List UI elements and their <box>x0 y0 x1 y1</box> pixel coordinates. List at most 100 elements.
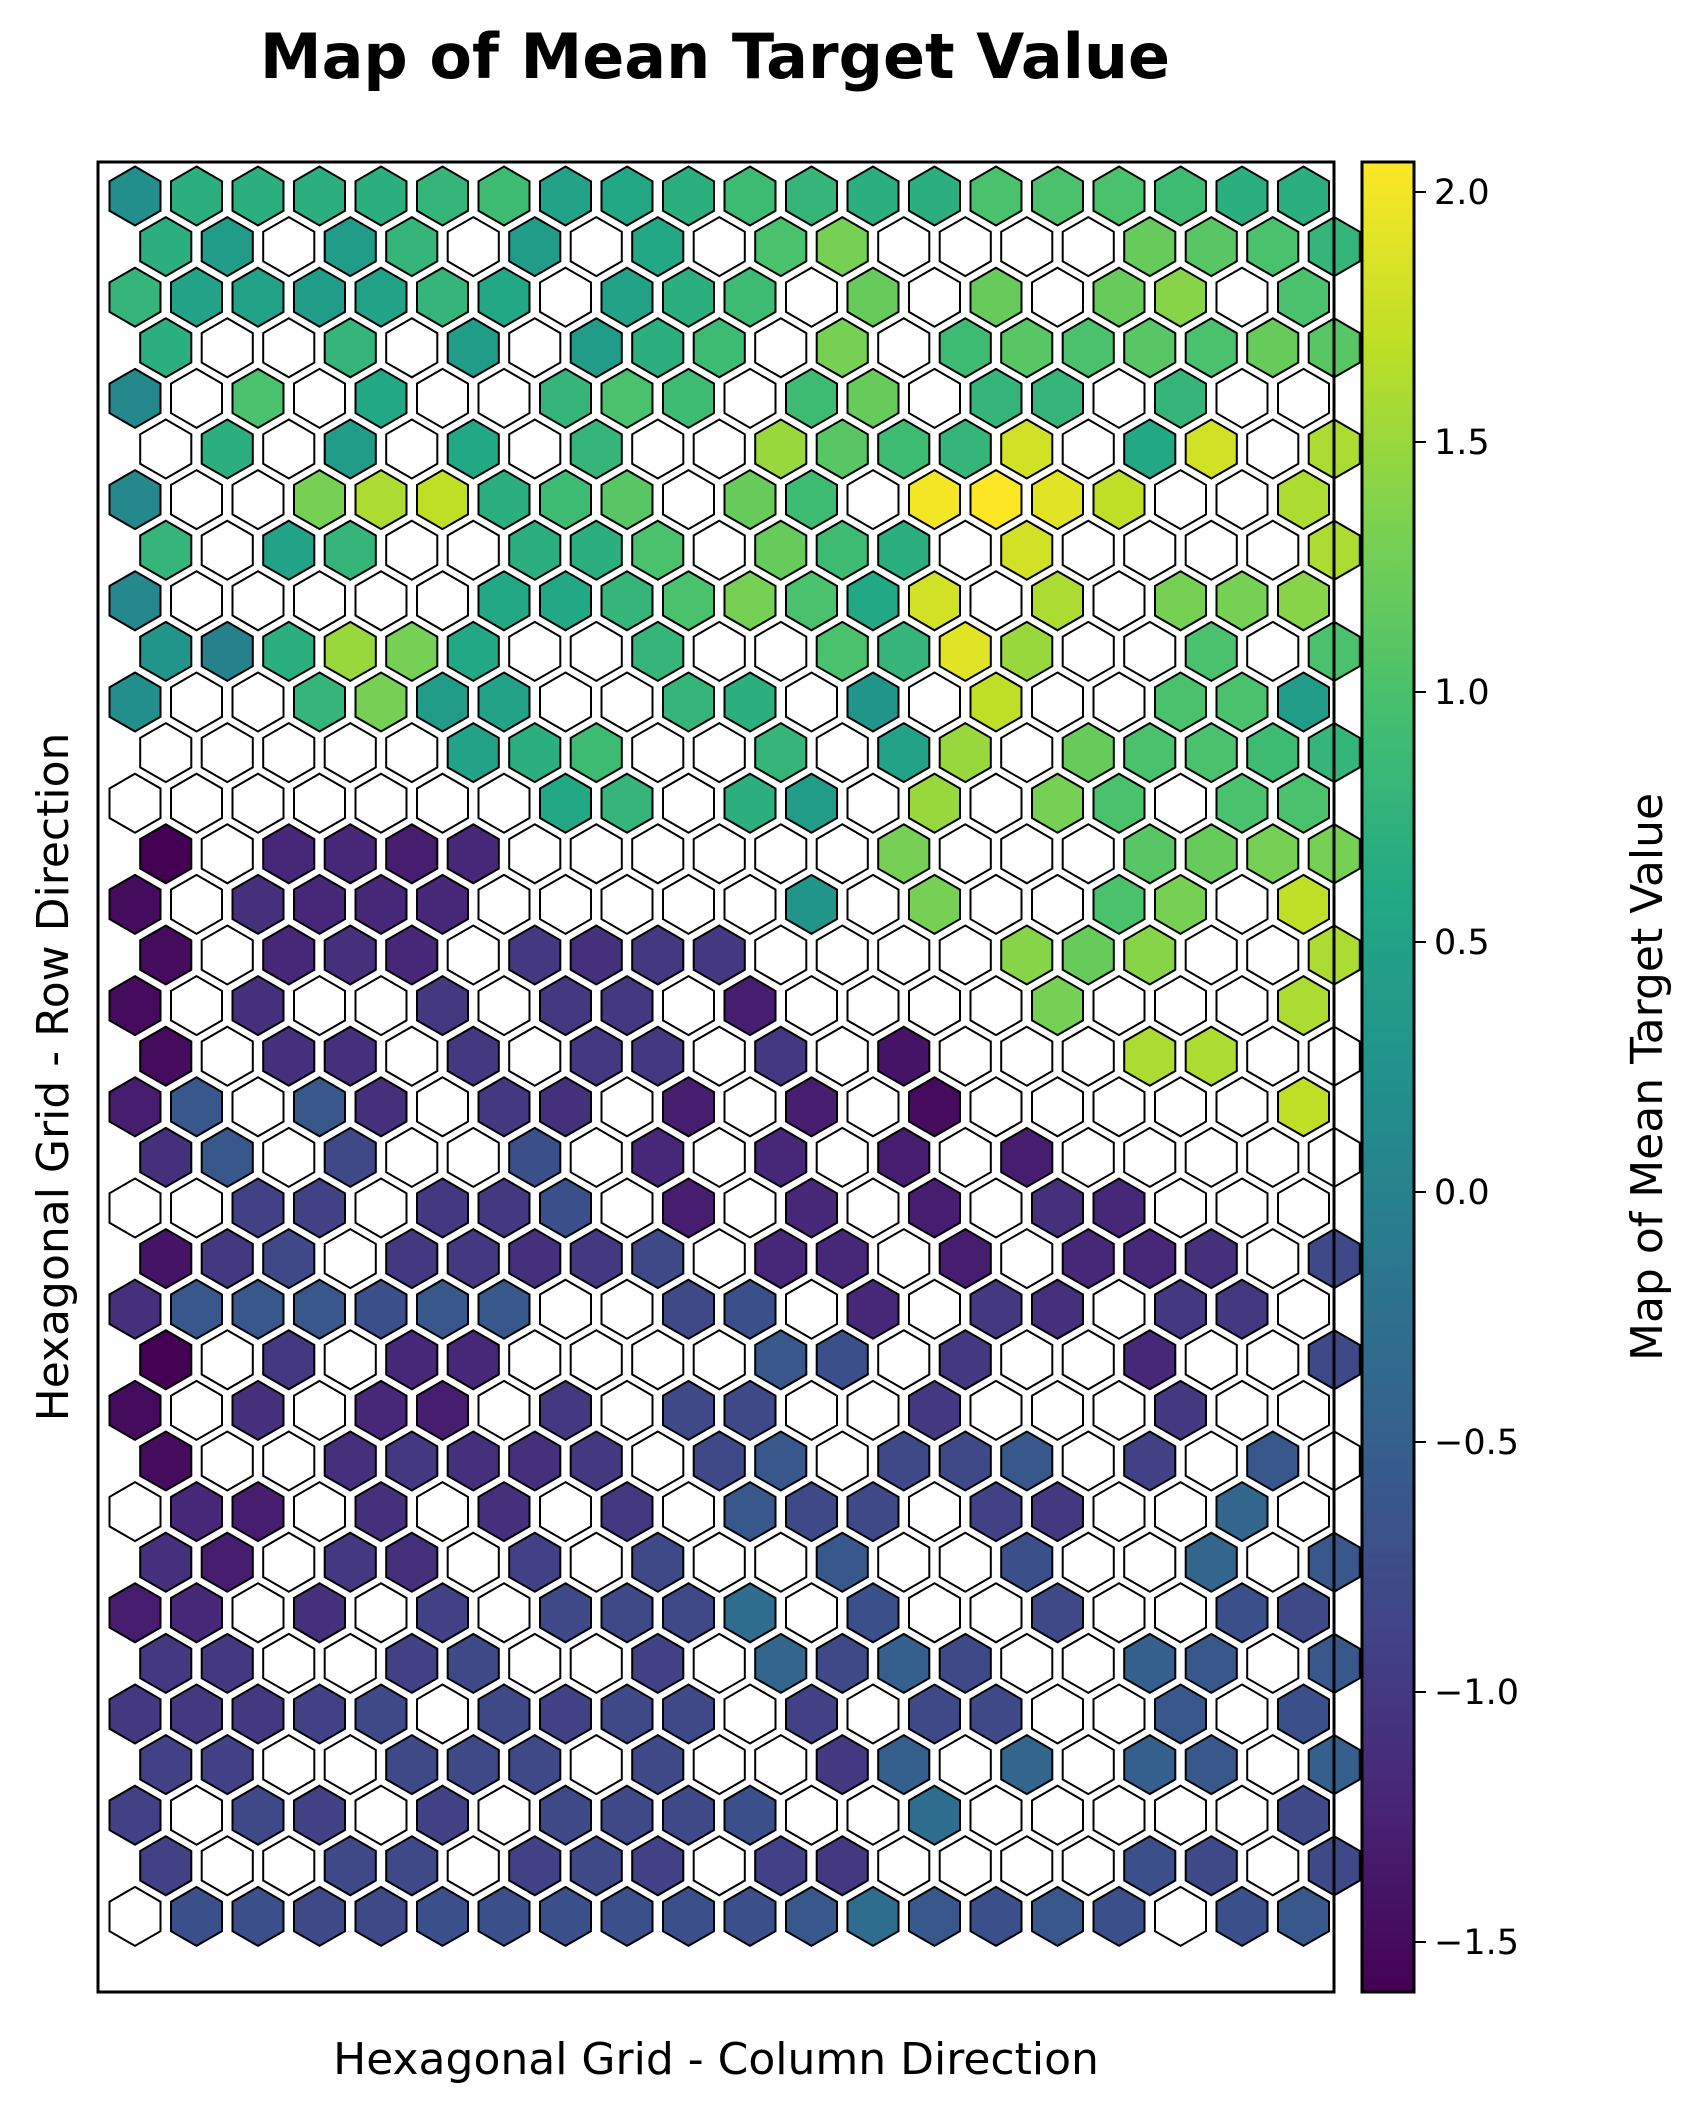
hex-cell <box>508 1430 562 1492</box>
hex-cell <box>385 1227 439 1290</box>
hex-cell <box>1061 317 1115 379</box>
hex-cell-empty <box>969 1582 1023 1644</box>
hex-cell-empty <box>600 1177 654 1239</box>
hex-cell <box>231 266 285 328</box>
hex-cell-empty <box>1154 1784 1207 1846</box>
hex-cell <box>908 772 961 834</box>
hex-cell <box>1031 1177 1084 1239</box>
hex-cell-empty <box>1031 1379 1084 1442</box>
hex-cell <box>815 418 869 480</box>
hex-cell <box>846 1480 900 1543</box>
hex-cell <box>262 519 316 581</box>
hex-cell-empty <box>231 570 285 632</box>
hex-cell <box>170 1683 223 1745</box>
hex-cell <box>1154 165 1207 227</box>
hex-cell-empty <box>170 873 223 936</box>
hex-cell <box>1123 418 1177 480</box>
hex-cell <box>231 873 285 936</box>
hex-cell <box>1123 924 1177 986</box>
hex-cell <box>231 1885 285 1948</box>
hex-cell <box>1000 1430 1054 1492</box>
hex-cell-empty <box>200 519 254 581</box>
hex-cell <box>692 1430 746 1492</box>
hex-cell <box>969 671 1023 733</box>
hex-cell <box>139 1430 193 1492</box>
colorbar-tick-label: 2.0 <box>1434 173 1490 213</box>
hex-cell-empty <box>1092 570 1146 632</box>
hex-cell-empty <box>969 974 1023 1037</box>
hex-cell-empty <box>1154 1480 1207 1543</box>
hex-cell <box>1215 1885 1269 1948</box>
hex-cell <box>170 1885 223 1948</box>
hex-cell-empty <box>938 1835 992 1897</box>
hex-cell <box>323 924 377 986</box>
hex-cell <box>1277 772 1330 834</box>
hex-cell <box>446 1733 500 1796</box>
hex-cell-empty <box>323 1227 377 1290</box>
hex-cell-empty <box>1092 1683 1146 1745</box>
hex-cell <box>108 873 162 936</box>
x-axis-label: Hexagonal Grid - Column Direction <box>333 2034 1099 2085</box>
hex-cell <box>754 1329 808 1391</box>
hex-cell <box>1215 1582 1269 1644</box>
hex-cell-empty <box>262 1430 316 1492</box>
hex-cell <box>1184 1227 1238 1290</box>
hex-cell <box>231 1784 285 1846</box>
hex-cell <box>1277 873 1330 936</box>
hex-cell <box>569 1430 623 1492</box>
hex-cell-empty <box>754 1531 808 1593</box>
hex-cell-empty <box>815 823 869 885</box>
hex-cell <box>969 1885 1023 1948</box>
hex-cell-empty <box>846 1784 900 1846</box>
hex-cell <box>723 974 777 1037</box>
hex-cell-empty <box>846 1177 900 1239</box>
hex-cell-empty <box>477 1582 531 1644</box>
hex-cell-empty <box>1246 418 1300 480</box>
hex-cell <box>108 1278 162 1340</box>
hex-cell <box>908 1076 961 1138</box>
colorbar-tick-label: 1.0 <box>1434 673 1490 713</box>
hex-cell-empty <box>969 1177 1023 1239</box>
hex-cell <box>908 1885 961 1948</box>
hex-cell <box>262 1227 316 1290</box>
hex-cell-empty <box>692 1632 746 1695</box>
hex-cell <box>692 924 746 986</box>
hex-cell <box>416 1278 469 1340</box>
hex-cell-empty <box>477 873 531 936</box>
hex-cell <box>662 367 715 430</box>
hex-cell <box>1123 1835 1177 1897</box>
hex-cell-empty <box>200 1835 254 1897</box>
hex-cell <box>354 671 408 733</box>
hex-cell-empty <box>1246 1329 1300 1391</box>
hex-cell <box>293 165 346 227</box>
hex-cell <box>262 823 316 885</box>
hex-cell-empty <box>262 1733 316 1796</box>
hex-cell <box>785 367 838 430</box>
hex-cell-empty <box>785 1582 838 1644</box>
hex-cell-empty <box>200 721 254 784</box>
hex-cell-empty <box>1000 1227 1054 1290</box>
hex-cell-empty <box>293 974 346 1037</box>
hex-cell <box>477 570 531 632</box>
hex-cell <box>1000 317 1054 379</box>
hex-cell-empty <box>354 1582 408 1644</box>
hex-cell <box>416 266 469 328</box>
hex-cell-empty <box>416 1076 469 1138</box>
hex-cell-empty <box>262 1632 316 1695</box>
hex-cell <box>385 1733 439 1796</box>
hex-cell-empty <box>416 1683 469 1745</box>
hex-cell <box>877 1632 931 1695</box>
hex-cell <box>1123 1430 1177 1492</box>
hex-cell-empty <box>508 1025 562 1087</box>
hex-cell-empty <box>1184 1430 1238 1492</box>
hex-cell <box>539 165 592 227</box>
hex-cell <box>1031 570 1084 632</box>
hex-cell <box>662 1076 715 1138</box>
hex-cell-empty <box>692 1531 746 1593</box>
hex-cell-empty <box>600 1278 654 1340</box>
hex-cell <box>231 165 285 227</box>
hex-cell-empty <box>969 570 1023 632</box>
hex-cell <box>938 1329 992 1391</box>
hex-cell-empty <box>108 1885 162 1948</box>
hex-cell <box>938 1227 992 1290</box>
